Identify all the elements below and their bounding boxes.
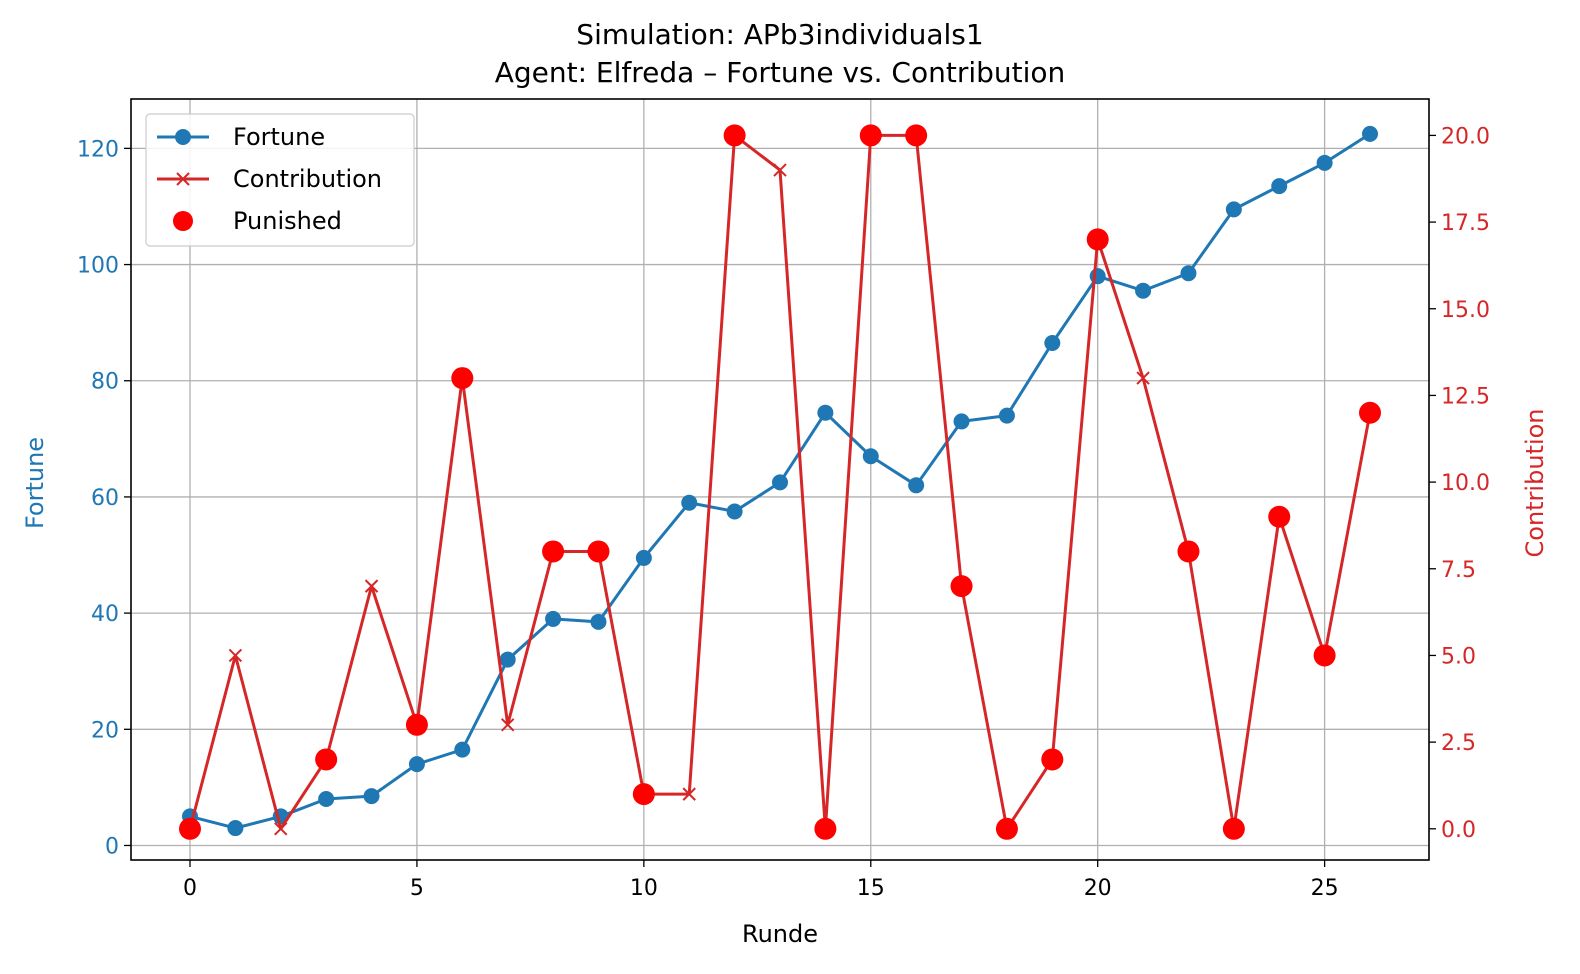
fortune-point	[1316, 154, 1333, 171]
x-tick-label: 20	[1084, 876, 1112, 901]
y-right-axis-label: Contribution	[1521, 408, 1549, 557]
y-left-tick-label: 0	[105, 834, 119, 859]
punished-point	[405, 713, 428, 736]
contribution-point	[364, 579, 379, 593]
y-right-tick-label: 15.0	[1441, 298, 1490, 323]
legend-contribution-label: Contribution	[233, 165, 382, 193]
x-tick-label: 10	[630, 876, 658, 901]
punished-point	[315, 748, 338, 771]
y-right-tick-label: 12.5	[1441, 384, 1490, 409]
plot-frame	[130, 98, 1430, 861]
y-left-tick-label: 120	[77, 137, 119, 162]
x-tick-label: 15	[857, 876, 885, 901]
fortune-point	[363, 788, 380, 805]
y-right-tick-label: 10.0	[1441, 471, 1490, 496]
fortune-point	[862, 448, 879, 465]
x-axis-ticks: 0 5 10 15 20 25	[183, 860, 1339, 901]
y-left-tick-label: 20	[91, 718, 119, 743]
fortune-point	[227, 820, 244, 837]
punished-point	[1086, 228, 1109, 251]
legend-fortune-label: Fortune	[233, 123, 325, 151]
punished-point	[1222, 817, 1245, 840]
y-left-tick-label: 100	[77, 254, 119, 279]
fortune-point	[1180, 265, 1197, 282]
y-left-tick-label: 40	[91, 602, 119, 627]
legend-contribution-marker	[176, 172, 190, 186]
fortune-point	[908, 477, 925, 494]
punished-point	[1313, 644, 1336, 667]
fortune-point	[1044, 334, 1061, 351]
x-tick-label: 25	[1311, 876, 1339, 901]
y-right-tick-label: 7.5	[1441, 558, 1476, 583]
legend-fortune-marker	[175, 129, 191, 145]
y-right-tick-label: 2.5	[1441, 731, 1476, 756]
fortune-point	[817, 404, 834, 421]
contribution-point	[773, 163, 787, 177]
contribution-point	[274, 822, 288, 836]
punished-point	[814, 817, 837, 840]
fortune-point	[499, 651, 516, 668]
punished-point	[1177, 540, 1200, 563]
fortune-point	[1271, 178, 1288, 195]
legend-box	[145, 113, 415, 247]
x-axis-label: Runde	[742, 920, 818, 948]
contribution-point	[228, 648, 243, 663]
fortune-point	[681, 494, 698, 511]
y-right-tick-label: 20.0	[1441, 124, 1490, 149]
y-left-axis-label: Fortune	[21, 437, 49, 529]
fortune-point	[545, 610, 562, 627]
legend: Fortune Contribution Punished	[145, 113, 415, 247]
y-right-tick-label: 0.0	[1441, 818, 1476, 843]
y-right-tick-label: 17.5	[1441, 211, 1490, 236]
x-tick-label: 0	[183, 876, 197, 901]
fortune-point	[408, 756, 425, 773]
legend-punished-label: Punished	[233, 207, 342, 235]
fortune-point	[318, 791, 335, 808]
contribution-point	[500, 718, 515, 732]
y-left-axis-ticks: 0 20 40 60 80 100 120	[77, 137, 131, 859]
punished-point	[451, 367, 474, 390]
fortune-point	[1362, 125, 1378, 142]
punished-point	[1359, 401, 1381, 424]
contribution-point	[682, 787, 696, 801]
punished-point	[542, 540, 565, 563]
fortune-point	[953, 413, 970, 430]
punished-point	[995, 817, 1018, 840]
punished-point	[859, 124, 882, 147]
fortune-point	[590, 613, 607, 630]
chart-subtitle: Agent: Elfreda – Fortune vs. Contributio…	[495, 56, 1066, 89]
legend-punished-marker	[173, 211, 193, 231]
punished-point	[905, 124, 928, 147]
y-left-tick-label: 80	[91, 370, 119, 395]
series-layer	[179, 124, 1381, 840]
fortune-point	[635, 549, 652, 566]
y-left-tick-label: 60	[91, 486, 119, 511]
contribution-point	[1136, 371, 1150, 385]
fortune-point	[772, 474, 788, 491]
punished-point	[1041, 748, 1064, 771]
punished-point	[723, 124, 746, 147]
y-right-axis-ticks: 0.0 2.5 5.0 7.5 10.0 12.5 15.0 17.5 20.0	[1429, 124, 1490, 843]
punished-point	[587, 540, 610, 563]
y-right-tick-label: 5.0	[1441, 644, 1476, 669]
fortune-point	[726, 503, 743, 520]
fortune-point	[1225, 201, 1242, 218]
x-tick-label: 5	[410, 876, 424, 901]
punished-point	[950, 575, 973, 598]
fortune-point	[454, 741, 471, 758]
grid	[131, 99, 1429, 860]
punished-point	[1268, 505, 1291, 528]
fortune-point	[1135, 282, 1152, 299]
punished-point	[179, 817, 201, 840]
fortune-point	[1089, 268, 1106, 285]
punished-point	[632, 783, 655, 806]
fortune-point	[998, 407, 1015, 424]
chart-title: Simulation: APb3individuals1	[576, 18, 983, 51]
